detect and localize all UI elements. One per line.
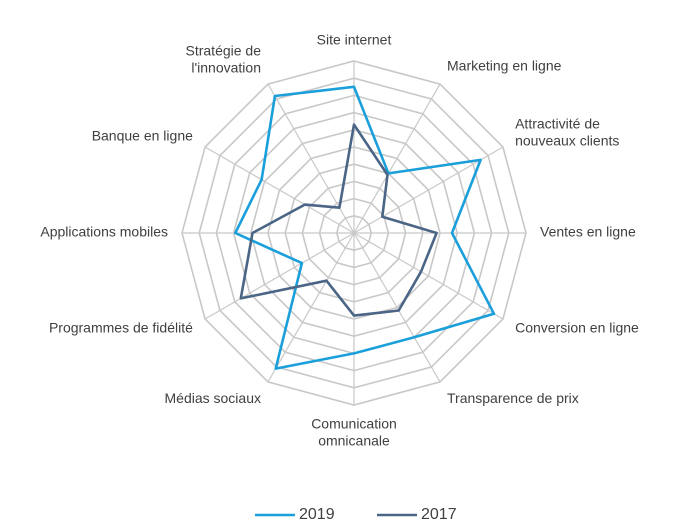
category-label: Programmes de fidélité <box>49 320 193 336</box>
spoke <box>204 232 355 320</box>
spoke <box>353 232 441 383</box>
series-line <box>239 123 438 317</box>
category-label: Comunication omnicanale <box>311 415 397 448</box>
legend-label: 2017 <box>421 506 457 523</box>
series-line <box>234 85 496 370</box>
category-label: Marketing en ligne <box>447 57 562 73</box>
legend-label: 2019 <box>299 506 335 523</box>
category-label: Attractivité de nouveaux clients <box>515 115 619 148</box>
category-label: Ventes en ligne <box>540 224 636 240</box>
category-label: Médias sociaux <box>165 390 262 406</box>
category-label: Transparence de prix <box>447 390 579 406</box>
spoke <box>204 146 355 234</box>
spoke <box>353 83 441 234</box>
spoke <box>353 232 504 320</box>
category-label: Stratégie de l'innovation <box>186 42 262 75</box>
category-label: Banque en ligne <box>92 128 193 144</box>
category-label: Applications mobiles <box>40 224 168 240</box>
category-label: Conversion en ligne <box>515 320 639 336</box>
category-label: Site internet <box>317 32 392 48</box>
spoke <box>267 232 355 383</box>
